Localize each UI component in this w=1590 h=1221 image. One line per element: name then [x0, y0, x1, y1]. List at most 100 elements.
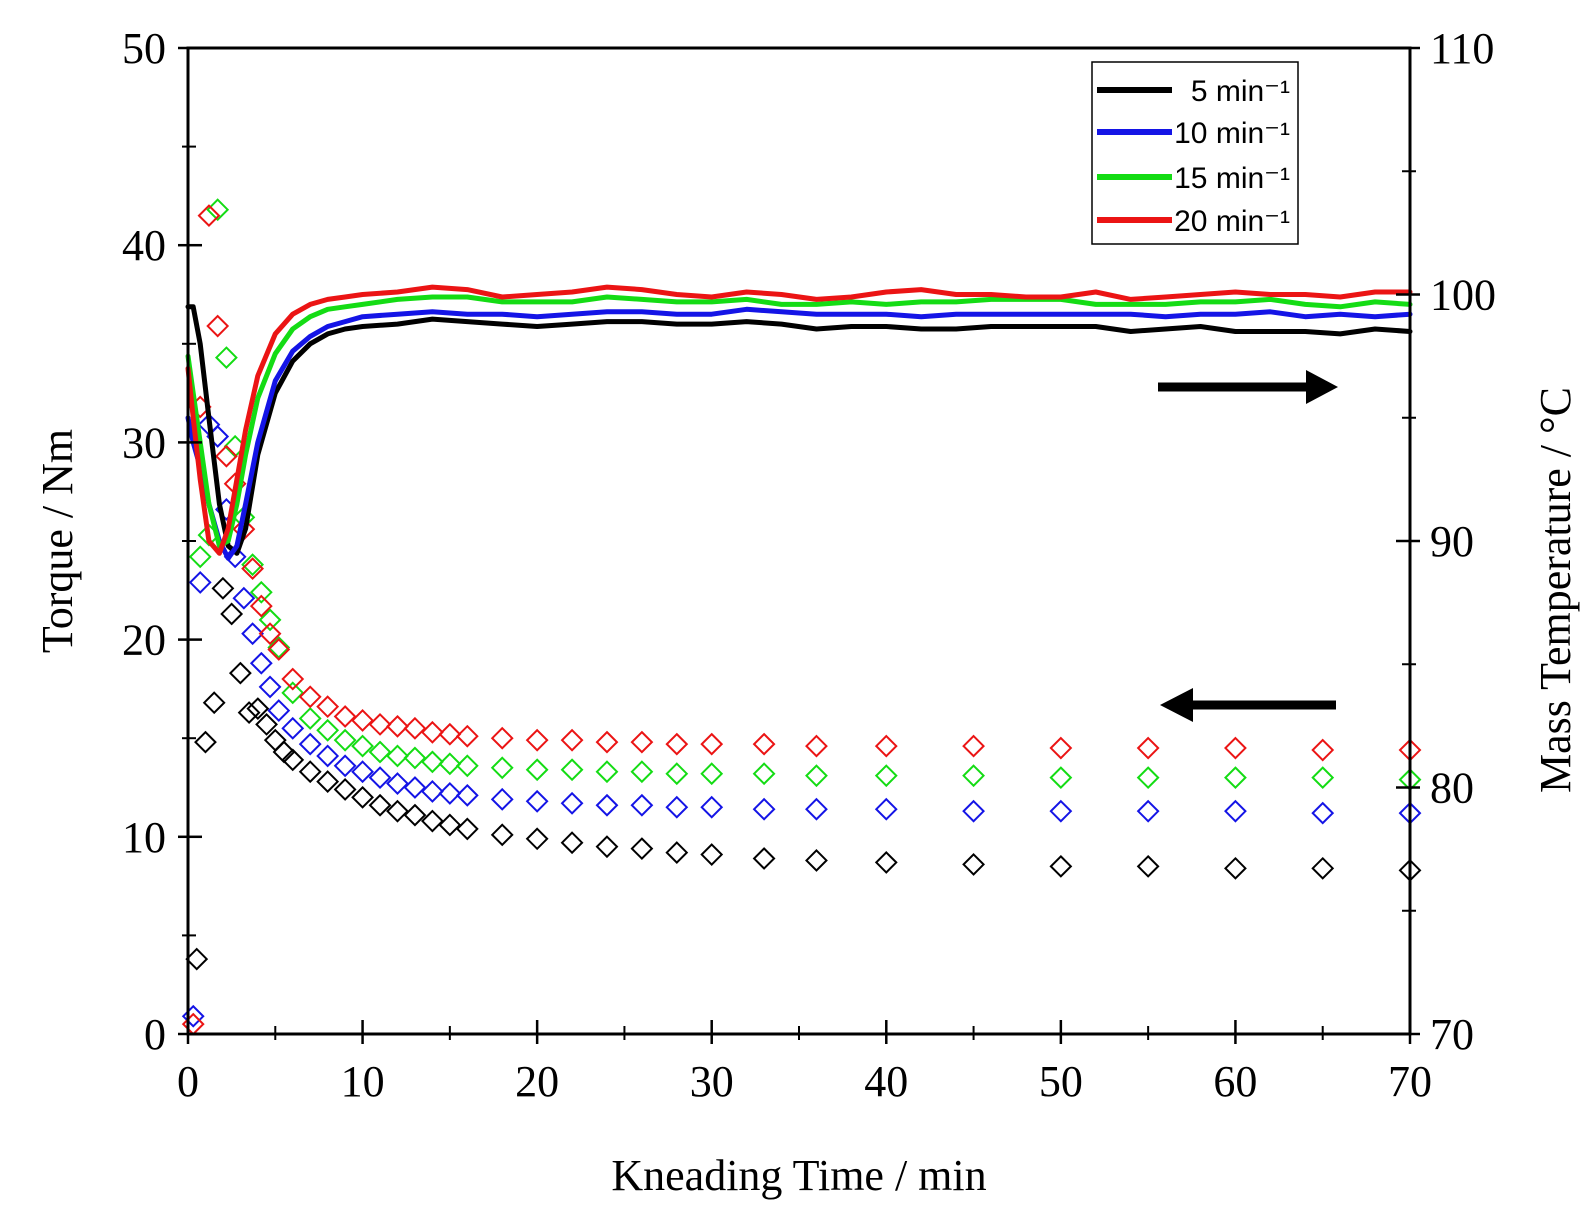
x-axis-ticks: 0 10 20 30 40 50 60 70 [177, 1020, 1432, 1106]
torque-point [386, 799, 409, 823]
torque-point [386, 744, 409, 768]
torque-point [420, 720, 444, 744]
torque-point [1224, 799, 1247, 823]
legend: 5 min⁻¹ 10 min⁻¹ 15 min⁻¹ 20 min⁻¹ [1091, 61, 1299, 245]
torque-point [752, 797, 776, 821]
x-tick-label: 50 [1039, 1057, 1083, 1106]
torque-point [1224, 736, 1247, 760]
torque-point [258, 622, 282, 646]
torque-point [228, 661, 252, 685]
torque-point [700, 762, 724, 786]
y-tick-label: 50 [122, 24, 166, 73]
torque-point [386, 772, 409, 795]
torque-point [560, 758, 584, 782]
torque-point [525, 758, 549, 782]
torque-series-3 [181, 204, 1422, 1036]
torque-point [258, 608, 282, 632]
torque-point [298, 760, 322, 784]
torque-point [241, 557, 265, 581]
torque-point [665, 795, 689, 819]
torque-point [281, 748, 305, 772]
torque-point [1136, 799, 1160, 823]
torque-point [281, 716, 305, 740]
torque-point [403, 716, 427, 740]
torque-point [630, 837, 654, 861]
torque-point [316, 744, 340, 768]
torque-point [665, 762, 689, 786]
torque-point [595, 760, 619, 784]
torque-point [281, 667, 305, 691]
torque-point [665, 732, 689, 756]
torque-point [202, 691, 226, 715]
torque-point [368, 712, 392, 736]
torque-point [188, 545, 212, 569]
legend-label-15: 15 min⁻¹ [1174, 162, 1290, 195]
temperature-line-0 [185, 304, 1413, 556]
torque-point [206, 314, 230, 338]
torque-point [1311, 766, 1335, 790]
torque-point [962, 764, 985, 788]
torque-point [316, 770, 340, 793]
torque-point [214, 444, 238, 468]
axes-layer: 0 10 20 30 40 50 60 70 0 10 20 30 40 50 70 80 90 100 110 [122, 24, 1496, 1106]
torque-point [560, 728, 584, 752]
y2-tick-label: 90 [1430, 517, 1474, 566]
torque-point [805, 849, 828, 872]
torque-point [351, 734, 374, 758]
y-tick-label: 30 [122, 418, 166, 467]
torque-point [962, 852, 985, 876]
torque-point [351, 785, 374, 809]
temperature-line-3 [185, 284, 1413, 556]
torque-point [595, 793, 619, 817]
torque-point [368, 740, 392, 764]
torque-point [805, 764, 828, 788]
torque-point [333, 728, 357, 752]
torque-point [438, 722, 462, 746]
torque-point [194, 730, 217, 754]
temperature-line-2 [185, 294, 1413, 549]
torque-point [351, 760, 374, 784]
torque-point [420, 780, 444, 803]
x-tick-label: 20 [515, 1057, 559, 1106]
torque-point [258, 675, 282, 699]
torque-point [420, 750, 444, 774]
torque-point [185, 947, 209, 971]
torque-point [1049, 799, 1073, 823]
torque-point [1224, 766, 1247, 790]
torque-point [232, 586, 256, 610]
torque-point [490, 756, 514, 780]
torque-point [267, 699, 291, 723]
torque-point [455, 783, 479, 807]
torque-point [188, 570, 212, 594]
legend-label-10: 10 min⁻¹ [1174, 117, 1290, 150]
torque-point [368, 766, 392, 790]
series-layer [181, 198, 1422, 1036]
torque-point [1049, 736, 1073, 760]
torque-point [455, 724, 479, 748]
y2-tick-label: 70 [1430, 1010, 1474, 1059]
torque-point [1136, 766, 1160, 790]
torque-point [267, 636, 291, 659]
torque-point [665, 841, 689, 864]
torque-point [700, 795, 724, 819]
torque-point [1136, 736, 1160, 760]
torque-point [1049, 854, 1073, 878]
torque-point [241, 622, 265, 646]
torque-point [595, 835, 619, 859]
torque-point [211, 576, 235, 600]
y2-tick-label: 100 [1430, 271, 1496, 320]
legend-entry-10: 10 min⁻¹ [1097, 117, 1290, 150]
torque-point [249, 651, 273, 675]
legend-entry-5: 5 min⁻¹ [1097, 75, 1290, 108]
torque-point [490, 726, 514, 750]
torque-point [237, 701, 261, 724]
torque-point [874, 851, 898, 874]
legend-label-5: 5 min⁻¹ [1191, 75, 1290, 108]
torque-point [874, 764, 898, 788]
torque-point [490, 823, 514, 847]
torque-series-0 [185, 576, 1422, 971]
torque-point [525, 827, 549, 851]
x-axis-title: Kneading Time / min [611, 1151, 986, 1200]
